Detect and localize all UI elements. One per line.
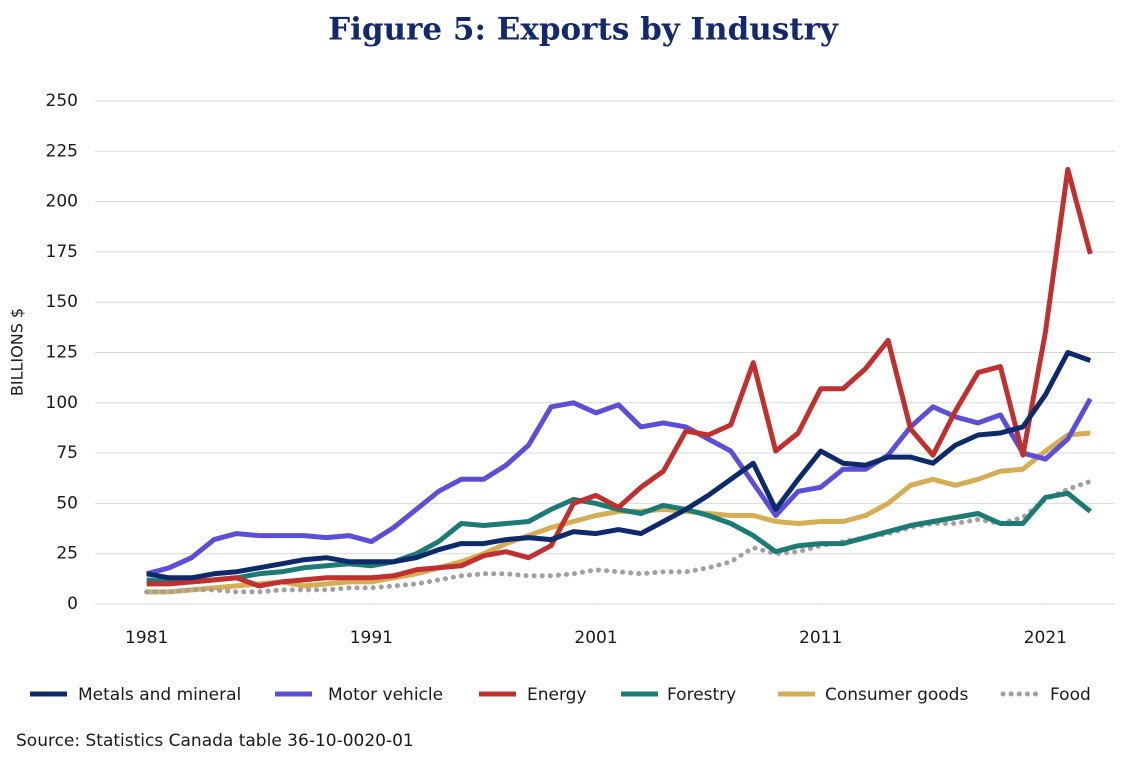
y-tick-label: 125 (46, 343, 78, 363)
y-tick-label: 150 (46, 292, 78, 312)
y-tick-label: 225 (46, 141, 78, 161)
legend-label: Food (1050, 685, 1091, 705)
series-line (146, 397, 1093, 577)
y-tick-label: 175 (46, 242, 78, 262)
y-tick-label: 0 (67, 594, 78, 614)
source-note: Source: Statistics Canada table 36-10-00… (16, 731, 414, 751)
x-tick-label: 2021 (1024, 628, 1067, 648)
series-line (146, 166, 1093, 589)
x-tick-label: 2001 (574, 628, 617, 648)
chart-title: Figure 5: Exports by Industry (328, 12, 839, 48)
x-tick-label: 1981 (125, 628, 168, 648)
legend-label: Metals and mineral (78, 685, 241, 705)
y-tick-label: 250 (46, 91, 78, 111)
x-tick-label: 1991 (350, 628, 393, 648)
legend-label: Consumer goods (825, 685, 968, 705)
y-tick-label: 25 (56, 544, 78, 564)
legend-label: Motor vehicle (328, 685, 443, 705)
legend-label: Forestry (667, 685, 736, 705)
y-tick-label: 100 (46, 393, 78, 413)
series-line (146, 350, 1092, 581)
y-axis-label: BILLIONS $ (8, 308, 27, 396)
legend-label: Energy (527, 685, 587, 705)
y-tick-label: 50 (56, 493, 78, 513)
y-tick-label: 75 (56, 443, 78, 463)
x-tick-label: 2011 (799, 628, 842, 648)
y-tick-label: 200 (46, 192, 78, 212)
